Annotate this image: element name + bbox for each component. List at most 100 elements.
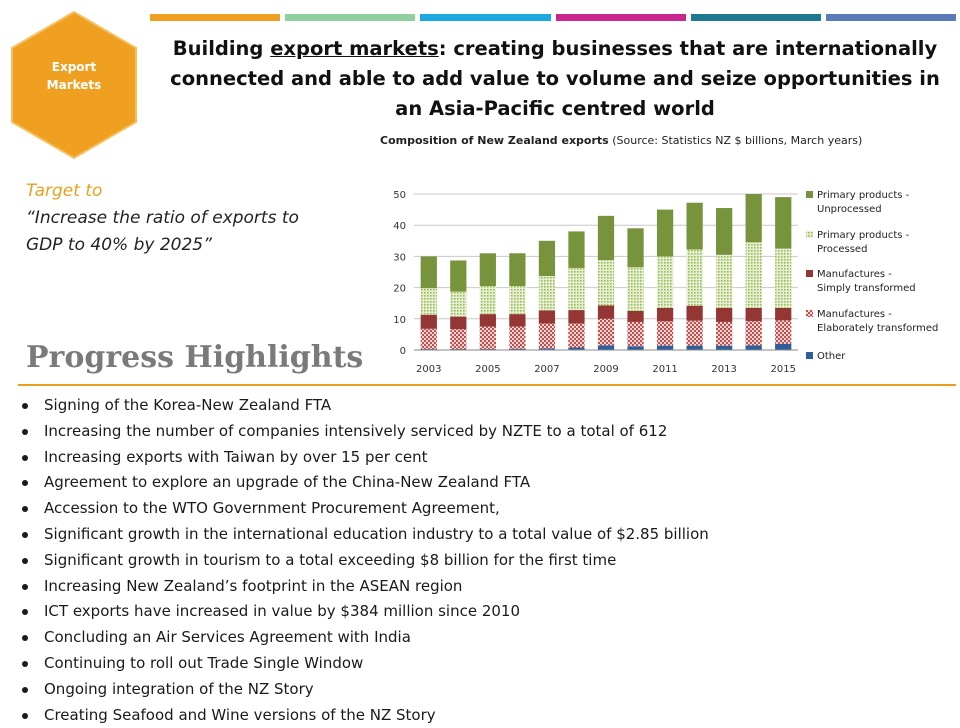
bar-segment	[716, 208, 733, 255]
y-tick-label: 10	[393, 315, 406, 326]
bullet-item: Concluding an Air Services Agreement wit…	[22, 625, 952, 651]
legend-swatch	[806, 231, 813, 238]
bar-segment	[775, 343, 792, 350]
bar-segment	[686, 202, 703, 250]
bar-segment	[656, 321, 674, 346]
top-color-bar	[690, 14, 821, 21]
badge-line1: Export	[51, 60, 97, 74]
bar-segment	[775, 320, 792, 344]
bar-segment	[597, 345, 615, 350]
chart-title: Composition of New Zealand exports (Sour…	[380, 134, 940, 147]
legend-label-line2: Unprocessed	[817, 204, 882, 215]
bar-segment	[745, 307, 762, 321]
bar-segment	[479, 253, 496, 287]
x-tick-label: 2015	[771, 364, 796, 375]
legend-label: Manufactures -	[817, 269, 892, 280]
bar-segment	[627, 346, 644, 350]
bar-segment	[479, 314, 496, 327]
bar-segment	[538, 348, 556, 350]
legend-label: Primary products -	[817, 190, 910, 201]
page-headline: Building export markets: creating busine…	[160, 34, 950, 124]
bar-segment	[656, 345, 674, 350]
bullet-item: Increasing exports with Taiwan by over 1…	[22, 445, 952, 471]
bullet-item: Continuing to roll out Trade Single Wind…	[22, 651, 952, 677]
bar-segment	[716, 254, 733, 308]
bar-segment	[686, 320, 703, 346]
bar-segment	[627, 311, 644, 322]
x-tick-label: 2007	[534, 364, 559, 375]
bar-segment	[568, 310, 585, 324]
top-color-bar	[420, 14, 551, 21]
chart-title-bold: Composition of New Zealand exports	[380, 134, 609, 147]
bar-segment	[568, 231, 585, 268]
bar-segment	[509, 348, 526, 350]
bar-segment	[538, 276, 556, 311]
bar-segment	[420, 314, 437, 329]
bar-segment	[775, 197, 792, 249]
bar-segment	[420, 256, 437, 289]
bar-segment	[597, 305, 615, 319]
section-divider	[18, 384, 956, 386]
y-tick-label: 20	[393, 284, 406, 295]
legend-label: Manufactures -	[817, 309, 892, 320]
bar-segment	[775, 307, 792, 321]
top-color-bars	[150, 14, 957, 21]
legend-label-line2: Simply transformed	[817, 283, 916, 294]
bar-segment	[686, 305, 703, 321]
bar-segment	[775, 248, 792, 308]
y-tick-label: 30	[393, 252, 406, 263]
legend-swatch	[806, 270, 813, 277]
bar-segment	[656, 307, 674, 322]
legend-swatch	[806, 310, 813, 317]
headline-after: : creating businesses that are internati…	[170, 37, 940, 120]
bullet-item: Creating Seafood and Wine versions of th…	[22, 703, 952, 728]
top-color-bar	[285, 14, 416, 21]
bar-segment	[479, 286, 496, 315]
bar-segment	[745, 194, 762, 243]
top-color-bar	[555, 14, 686, 21]
bar-segment	[597, 260, 615, 306]
top-color-bar	[150, 14, 281, 21]
bar-segment	[509, 314, 526, 327]
bar-segment	[568, 323, 585, 348]
headline-underlined: export markets	[270, 37, 439, 60]
bar-segment	[716, 307, 733, 322]
bar-segment	[656, 209, 674, 257]
progress-bullet-list: Signing of the Korea-New Zealand FTA Incr…	[22, 393, 952, 728]
x-tick-label: 2011	[652, 364, 677, 375]
bullet-item: Signing of the Korea-New Zealand FTA	[22, 393, 952, 419]
bar-segment	[656, 256, 674, 308]
badge-line2: Markets	[46, 78, 102, 92]
bar-segment	[420, 328, 437, 350]
y-tick-label: 0	[400, 346, 406, 357]
legend-label: Primary products -	[817, 230, 910, 241]
x-tick-label: 2005	[475, 364, 500, 375]
bar-segment	[538, 240, 556, 277]
legend-label: Other	[817, 351, 846, 362]
bullet-item: Increasing the number of companies inten…	[22, 419, 952, 445]
bar-segment	[745, 320, 762, 346]
legend-label-line2: Processed	[817, 244, 867, 255]
bar-segment	[538, 310, 556, 324]
bar-segment	[450, 329, 467, 350]
bar-segment	[568, 347, 585, 350]
bar-segment	[716, 321, 733, 346]
bullet-item: Agreement to explore an upgrade of the C…	[22, 470, 952, 496]
legend-swatch	[806, 352, 813, 359]
bar-segment	[686, 345, 703, 350]
target-statement: Target to “Increase the ratio of exports…	[26, 178, 306, 259]
x-tick-label: 2009	[593, 364, 618, 375]
bullet-item: Significant growth in the international …	[22, 522, 952, 548]
bar-segment	[745, 345, 762, 350]
y-tick-label: 50	[393, 190, 406, 201]
bar-segment	[627, 228, 644, 268]
bar-segment	[420, 288, 437, 315]
bar-segment	[745, 242, 762, 308]
bar-segment	[450, 260, 467, 292]
export-markets-badge: Export Markets	[8, 10, 140, 160]
progress-heading: Progress Highlights	[26, 340, 364, 375]
bullet-item: ICT exports have increased in value by $…	[22, 599, 952, 625]
bar-segment	[479, 326, 496, 350]
chart-title-source: (Source: Statistics NZ $ billions, March…	[608, 134, 863, 147]
bullet-item: Ongoing integration of the NZ Story	[22, 677, 952, 703]
